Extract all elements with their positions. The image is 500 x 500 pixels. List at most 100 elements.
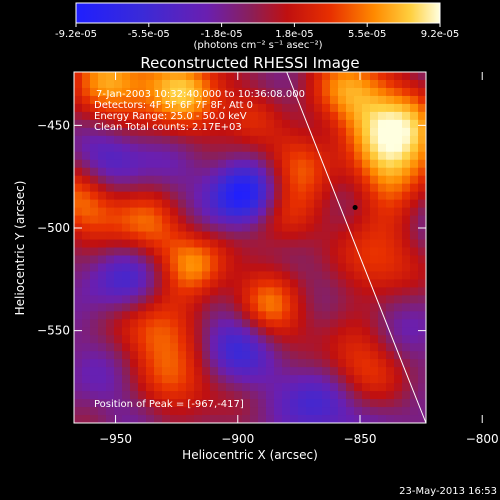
heatmap-cell xyxy=(146,383,155,392)
heatmap-cell xyxy=(274,351,283,360)
heatmap-cell xyxy=(226,215,235,225)
heatmap-cell xyxy=(402,79,411,89)
heatmap-cell xyxy=(106,207,115,217)
heatmap-cell xyxy=(194,223,203,233)
heatmap-cell xyxy=(90,279,99,288)
heatmap-cell xyxy=(298,95,307,105)
heatmap-cell xyxy=(322,127,331,137)
heatmap-cell xyxy=(210,215,219,225)
heatmap-cell xyxy=(322,407,331,416)
heatmap-cell xyxy=(346,335,355,344)
heatmap-cell xyxy=(418,287,426,296)
heatmap-cell xyxy=(98,135,107,145)
heatmap-cell xyxy=(178,231,187,241)
heatmap-cell xyxy=(354,415,363,423)
heatmap-cell xyxy=(330,79,339,89)
heatmap-cell xyxy=(418,72,426,81)
heatmap-cell xyxy=(282,239,291,249)
heatmap-cell xyxy=(194,311,203,320)
heatmap-cell xyxy=(210,415,219,423)
heatmap-cell xyxy=(250,247,259,257)
heatmap-cell xyxy=(354,311,363,320)
heatmap-cell xyxy=(114,207,123,217)
heatmap-cell xyxy=(298,231,307,241)
heatmap-cell xyxy=(370,255,379,265)
heatmap-cell xyxy=(306,199,315,209)
heatmap-cell xyxy=(122,95,131,105)
heatmap-cell xyxy=(258,287,267,296)
heatmap-cell xyxy=(266,415,275,423)
heatmap-cell xyxy=(322,207,331,217)
heatmap-cell xyxy=(82,383,91,392)
heatmap-cell xyxy=(82,159,91,169)
heatmap-cell xyxy=(306,87,315,97)
heatmap-cell xyxy=(194,231,203,241)
heatmap-cell xyxy=(250,72,259,81)
heatmap-cell xyxy=(130,295,139,304)
heatmap-cell xyxy=(138,159,147,169)
heatmap-cell xyxy=(354,127,363,137)
heatmap-cell xyxy=(146,103,155,113)
heatmap-cell xyxy=(218,327,227,336)
heatmap-cell xyxy=(338,72,347,81)
heatmap-cell xyxy=(354,271,363,281)
heatmap-cell xyxy=(146,215,155,225)
heatmap-cell xyxy=(242,223,251,233)
heatmap-cell xyxy=(370,279,379,288)
heatmap-cell xyxy=(186,295,195,304)
heatmap-cell xyxy=(234,335,243,344)
heatmap-cell xyxy=(162,271,171,281)
x-axis-ticks: −950 −900 −850 −800 xyxy=(99,72,499,446)
heatmap-cell xyxy=(210,375,219,384)
heatmap-cell xyxy=(410,127,419,137)
heatmap-cell xyxy=(290,407,299,416)
heatmap-cell xyxy=(162,159,171,169)
heatmap-cell xyxy=(138,279,147,288)
heatmap-cell xyxy=(114,231,123,241)
heatmap-cell xyxy=(250,279,259,288)
heatmap-cell xyxy=(394,103,403,113)
heatmap-cell xyxy=(402,143,411,153)
heatmap-cell xyxy=(386,207,395,217)
heatmap-cell xyxy=(314,175,323,185)
heatmap-cell xyxy=(82,391,91,400)
heatmap-cell xyxy=(266,135,275,145)
heatmap-cell xyxy=(202,191,211,201)
heatmap-cell xyxy=(274,127,283,137)
heatmap-cell xyxy=(178,343,187,352)
heatmap-cell xyxy=(386,287,395,296)
heatmap-cell xyxy=(274,303,283,312)
heatmap-cell xyxy=(362,215,371,225)
heatmap-cell xyxy=(266,263,275,273)
colorbar-tick-label: -1.8e-05 xyxy=(201,29,243,40)
heatmap-cell xyxy=(194,415,203,423)
heatmap-cell xyxy=(234,311,243,320)
heatmap-cell xyxy=(178,79,187,89)
heatmap-cell xyxy=(338,135,347,145)
heatmap-cell xyxy=(234,223,243,233)
heatmap-cell xyxy=(306,335,315,344)
heatmap-cell xyxy=(330,407,339,416)
heatmap-cell xyxy=(274,287,283,296)
heatmap-cell xyxy=(74,399,83,408)
heatmap-cell xyxy=(322,335,331,344)
heatmap-cell xyxy=(234,247,243,257)
heatmap-cell xyxy=(346,295,355,304)
heatmap-cell xyxy=(410,263,419,273)
heatmap-cell xyxy=(146,159,155,169)
heatmap-cell xyxy=(258,407,267,416)
heatmap-cell xyxy=(322,343,331,352)
heatmap-cell xyxy=(378,359,387,368)
heatmap-cell xyxy=(210,303,219,312)
heatmap-cell xyxy=(282,87,291,97)
heatmap-cell xyxy=(282,135,291,145)
heatmap-cell xyxy=(98,295,107,304)
heatmap-cell xyxy=(250,255,259,265)
heatmap-cell xyxy=(282,143,291,153)
heatmap-cell xyxy=(370,303,379,312)
heatmap-cell xyxy=(178,183,187,193)
heatmap-cell xyxy=(410,311,419,320)
heatmap-cell xyxy=(338,375,347,384)
heatmap-cell xyxy=(370,183,379,193)
heatmap-cell xyxy=(194,391,203,400)
